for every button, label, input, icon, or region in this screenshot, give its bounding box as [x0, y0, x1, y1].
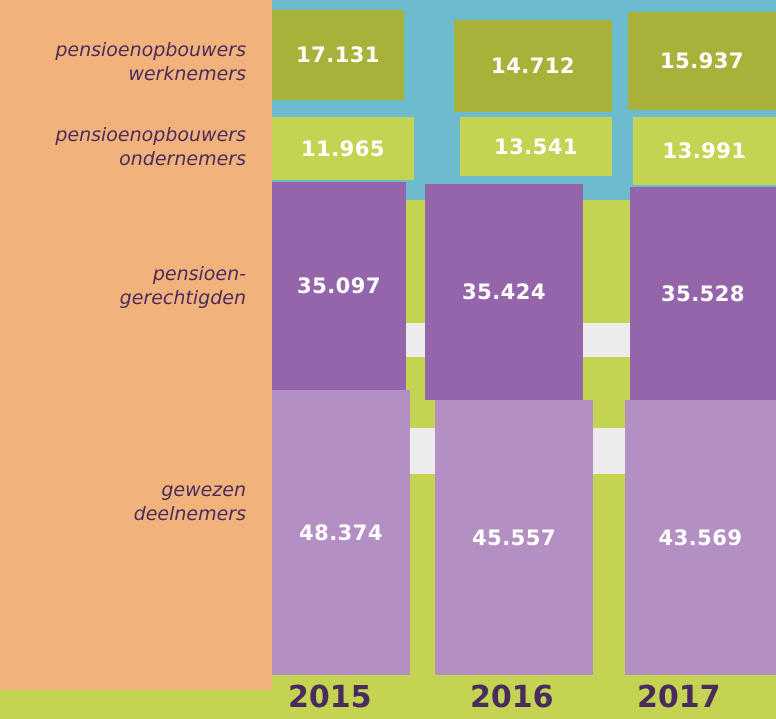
year-label: 2017 — [637, 680, 721, 715]
row-label-line: deelnemers — [133, 503, 246, 525]
value-block: 14.712 — [454, 20, 612, 112]
row-label-line: pensioen- — [152, 263, 246, 285]
row-label-line: pensioenopbouwers — [55, 39, 246, 61]
row-label-line: werknemers — [128, 63, 246, 85]
row-label-line: pensioenopbouwers — [55, 124, 246, 146]
label-panel — [0, 0, 272, 690]
value-block: 35.097 — [272, 182, 406, 390]
row-label: pensioenopbouwers ondernemers — [0, 123, 246, 171]
row-label: pensioen-gerechtigden — [0, 262, 246, 310]
value-block: 35.424 — [425, 184, 583, 400]
year-label: 2015 — [288, 680, 372, 715]
value-block: 35.528 — [630, 187, 776, 400]
value-block: 11.965 — [272, 117, 414, 180]
value-block: 13.541 — [460, 117, 612, 176]
value-block: 45.557 — [435, 400, 593, 675]
value-block: 17.131 — [272, 10, 404, 100]
value-block: 13.991 — [633, 117, 776, 185]
ground-strip — [0, 690, 776, 719]
row-label-line: gewezen — [161, 479, 246, 501]
row-label: gewezen deelnemers — [0, 478, 246, 526]
value-block: 43.569 — [625, 400, 776, 675]
row-label-line: ondernemers — [119, 148, 246, 170]
value-block: 48.374 — [272, 390, 410, 675]
year-label: 2016 — [470, 680, 554, 715]
row-label-line: gerechtigden — [119, 287, 246, 309]
row-label: pensioenopbouwers werknemers — [0, 38, 246, 86]
value-block: 15.937 — [628, 12, 776, 110]
